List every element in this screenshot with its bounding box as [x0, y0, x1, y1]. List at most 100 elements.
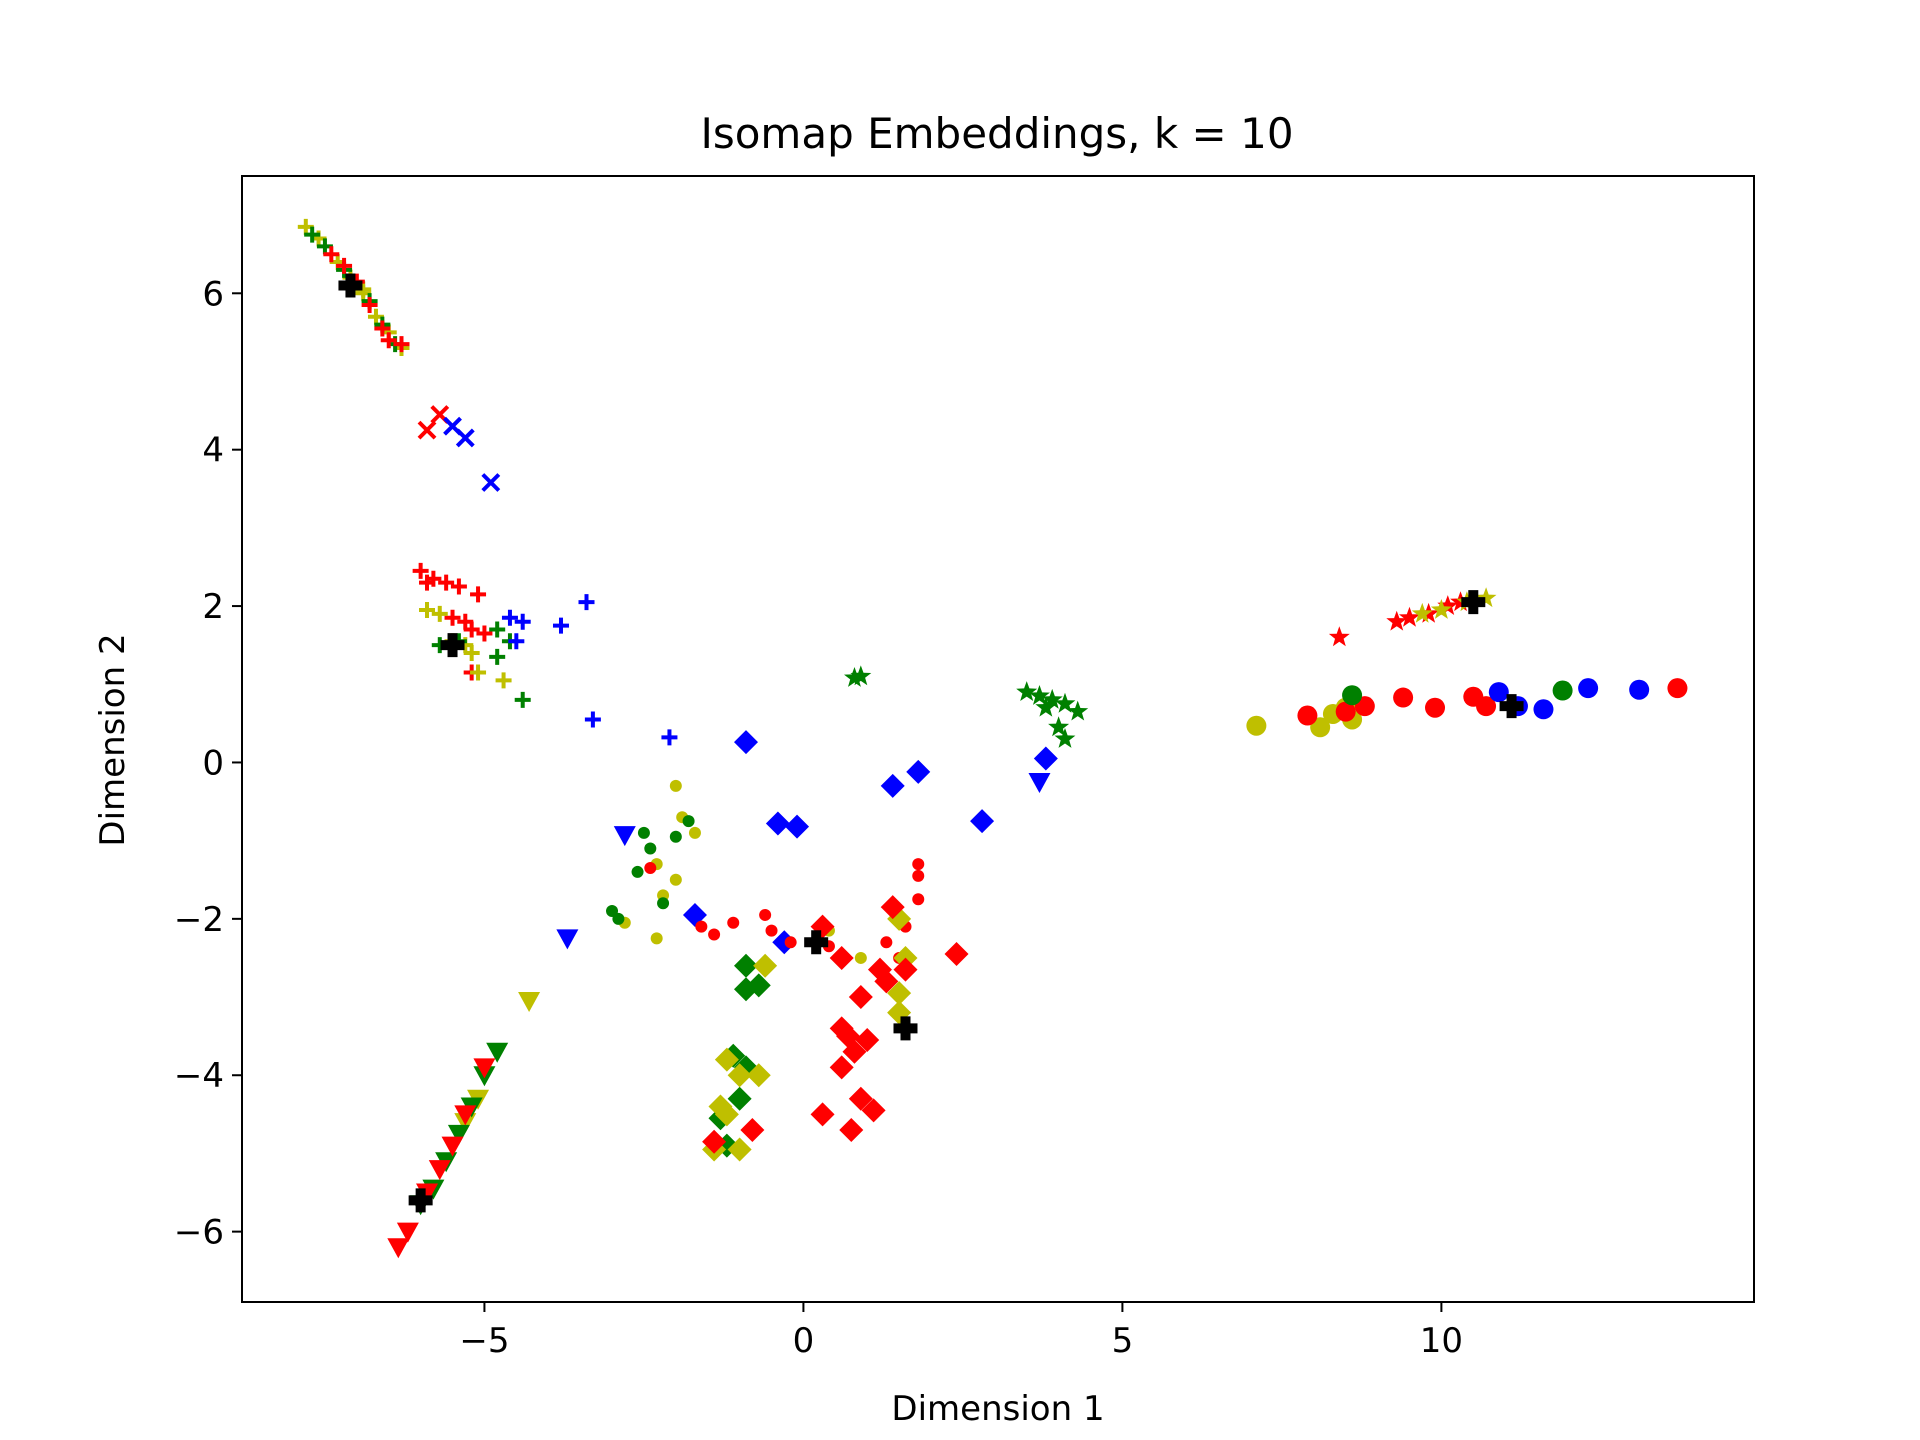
data-point-red-triangle-down [428, 1160, 451, 1181]
data-point-yellow-diamond [887, 981, 912, 1006]
data-point-blue-plus [501, 609, 518, 626]
data-point-green-dot [631, 865, 644, 878]
data-point-blue-triangle-down [613, 826, 636, 847]
data-points [297, 218, 1688, 1259]
data-point-red-plus [380, 332, 397, 349]
data-point-blue-plus [508, 633, 525, 650]
data-point-yellow-plus [495, 672, 512, 689]
data-point-blue-plus [578, 594, 595, 611]
data-point-red-plus [336, 257, 353, 274]
data-point-black-plus-bold [893, 1016, 918, 1041]
data-point-red-diamond [893, 957, 918, 982]
data-point-red-dot [912, 858, 925, 871]
data-point-green-dot [637, 826, 650, 839]
data-point-green-star [1048, 716, 1070, 737]
data-point-black-plus-bold [1499, 694, 1524, 719]
data-point-red-star [1386, 610, 1408, 631]
data-point-red-dot [912, 893, 925, 906]
data-point-yellow-diamond [727, 1137, 752, 1162]
x-tick-label: −5 [459, 1321, 509, 1361]
data-point-green-dot [644, 842, 657, 855]
data-point-red-diamond [848, 1086, 873, 1111]
data-point-blue-triangle-down [1028, 773, 1051, 794]
data-point-red-plus [450, 578, 467, 595]
data-point-blue-circle [1488, 682, 1509, 703]
data-point-red-dot [727, 916, 740, 929]
data-point-yellow-plus [463, 644, 480, 661]
data-point-blue-diamond [906, 759, 931, 784]
y-tick-label: 6 [202, 274, 224, 314]
data-point-red-diamond [702, 1129, 727, 1154]
data-point-red-triangle-down [454, 1105, 477, 1126]
data-point-red-plus [323, 246, 340, 263]
data-point-green-plus [489, 621, 506, 638]
data-point-blue-x [481, 473, 501, 492]
data-point-black-plus-bold [1461, 590, 1486, 615]
data-point-green-diamond [727, 1086, 752, 1111]
data-point-red-dot [880, 936, 893, 949]
data-point-blue-diamond [970, 809, 995, 834]
data-point-red-x [417, 420, 437, 440]
data-point-yellow-plus [419, 601, 436, 618]
data-point-blue-diamond [785, 814, 810, 839]
y-tick-label: 4 [202, 431, 224, 471]
x-axis-label: Dimension 1 [891, 1389, 1104, 1429]
data-point-green-star [1054, 728, 1076, 748]
data-point-red-diamond [874, 969, 899, 994]
data-point-red-dot [759, 908, 772, 921]
data-point-red-circle [1667, 678, 1688, 699]
x-tick-label: 10 [1420, 1321, 1463, 1361]
data-point-yellow-circle [1310, 717, 1331, 738]
data-point-red-dot [912, 869, 925, 882]
data-point-red-plus [419, 574, 436, 591]
data-point-green-star [1067, 700, 1089, 721]
data-point-yellow-plus [470, 664, 487, 681]
data-point-blue-diamond [734, 730, 758, 755]
data-point-red-diamond [829, 945, 854, 970]
data-point-blue-plus [514, 613, 531, 630]
data-point-green-star [850, 665, 872, 686]
y-axis: −6 −4 −2 0 2 4 6 [174, 274, 242, 1253]
data-point-red-star [1328, 626, 1350, 647]
data-point-red-diamond [861, 1098, 886, 1123]
data-point-red-diamond [810, 1102, 835, 1127]
data-point-red-plus [374, 320, 391, 337]
data-point-red-circle [1393, 687, 1414, 708]
data-point-blue-diamond [772, 930, 797, 955]
data-point-green-star [1029, 685, 1050, 705]
data-point-black-plus-bold [338, 273, 363, 298]
data-point-red-diamond [855, 1028, 880, 1053]
x-axis: −5 0 5 10 [459, 1302, 1463, 1361]
data-point-red-dot [644, 862, 657, 875]
data-point-blue-circle [1629, 679, 1650, 700]
data-point-blue-plus [552, 617, 569, 634]
chart-title: Isomap Embeddings, k = 10 [700, 109, 1293, 158]
data-point-blue-plus [661, 729, 678, 746]
data-point-blue-circle [1533, 699, 1554, 720]
data-point-green-triangle-down [447, 1124, 470, 1145]
data-point-red-triangle-down [441, 1136, 464, 1157]
data-point-red-dot [784, 936, 797, 949]
data-point-yellow-star [1411, 602, 1433, 623]
data-point-black-plus-bold [804, 930, 829, 955]
data-point-green-plus [304, 226, 321, 243]
data-point-blue-circle [1578, 678, 1599, 699]
y-tick-label: 0 [202, 743, 224, 783]
x-tick-label: 5 [1112, 1321, 1134, 1361]
y-axis-label: Dimension 2 [93, 633, 133, 846]
data-point-green-star [1035, 696, 1057, 717]
data-point-yellow-star [1475, 587, 1497, 608]
data-point-yellow-star [1430, 599, 1452, 619]
data-point-red-star [1399, 606, 1420, 627]
data-point-yellow-diamond [714, 1102, 739, 1127]
data-point-yellow-triangle-down [518, 991, 541, 1012]
data-point-yellow-diamond [714, 1047, 739, 1072]
plot-frame [241, 175, 1755, 1303]
data-point-green-dot [657, 897, 670, 910]
data-point-yellow-diamond [746, 1063, 771, 1088]
data-point-red-circle [1476, 696, 1497, 717]
data-point-green-plus [489, 648, 506, 665]
data-point-red-diamond [839, 1117, 864, 1142]
